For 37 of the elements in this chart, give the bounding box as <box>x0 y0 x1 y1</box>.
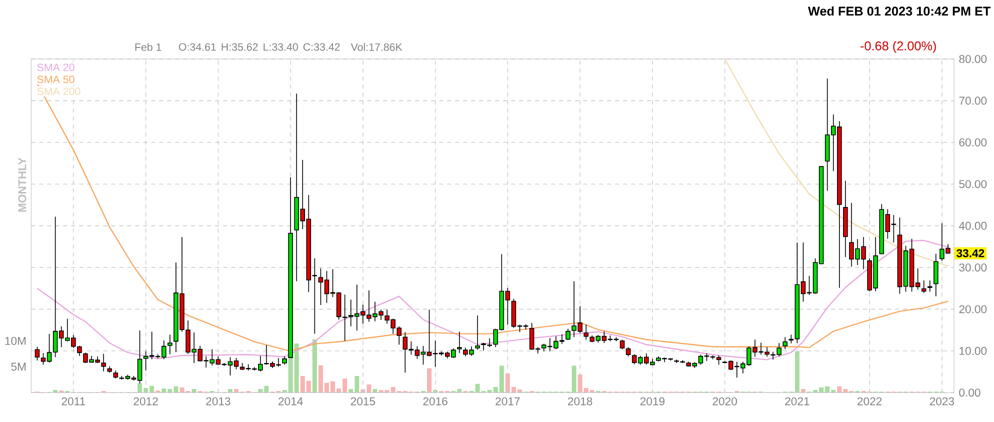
y-tick-label: 20.00 <box>959 305 987 314</box>
y-tick-label: 40.00 <box>958 222 987 230</box>
x-tick-label: 2017 <box>496 397 520 406</box>
annotation: 33.42 <box>956 249 984 258</box>
y-tick-label: 10.00 <box>960 346 987 355</box>
text: O:34.61 <box>178 43 216 51</box>
text: MONTHLY <box>18 158 26 212</box>
text: C:33.42 <box>303 43 340 51</box>
y-tick-label: 70.00 <box>959 96 987 105</box>
y-tick-label: 50.00 <box>959 180 987 188</box>
series-label: SMA 50 <box>37 76 74 84</box>
y-tick-label: 30.00 <box>959 264 987 272</box>
x-tick-label: 2018 <box>568 397 592 406</box>
x-tick-label: 2015 <box>350 397 376 406</box>
x-tick-label: 2014 <box>278 397 303 406</box>
text: H:35.62 <box>222 43 258 51</box>
y-tick-label: 80.00 <box>959 55 987 64</box>
x-tick-label: 2020 <box>712 397 737 406</box>
x-tick-label: 2019 <box>640 397 664 406</box>
y-tick-label: 60.00 <box>959 138 987 146</box>
x-tick-label: 2023 <box>930 397 954 406</box>
text: Vol:17.86K <box>350 43 402 51</box>
x-tick-label: 2012 <box>134 397 158 406</box>
text: Feb 1 <box>135 43 162 51</box>
y-tick-label: 0.00 <box>959 388 980 397</box>
text: SMA 200 <box>37 88 80 96</box>
text: L:33.40 <box>264 43 298 51</box>
x-tick-label: 2013 <box>206 397 230 406</box>
text: SMA 20 <box>37 64 74 72</box>
x-tick-label: 2011 <box>62 397 86 406</box>
x-tick-label: 2022 <box>858 397 882 406</box>
x-tick-label: 2016 <box>423 397 448 406</box>
x-tick-label: 2021 <box>785 397 810 406</box>
y2-tick-label: 5M <box>11 362 26 371</box>
text: -0.68 (2.00%) <box>860 41 936 53</box>
text: Wed FEB 01 2023 10:42 PM ET <box>808 6 991 16</box>
y2-tick-label: 10M <box>5 336 26 345</box>
